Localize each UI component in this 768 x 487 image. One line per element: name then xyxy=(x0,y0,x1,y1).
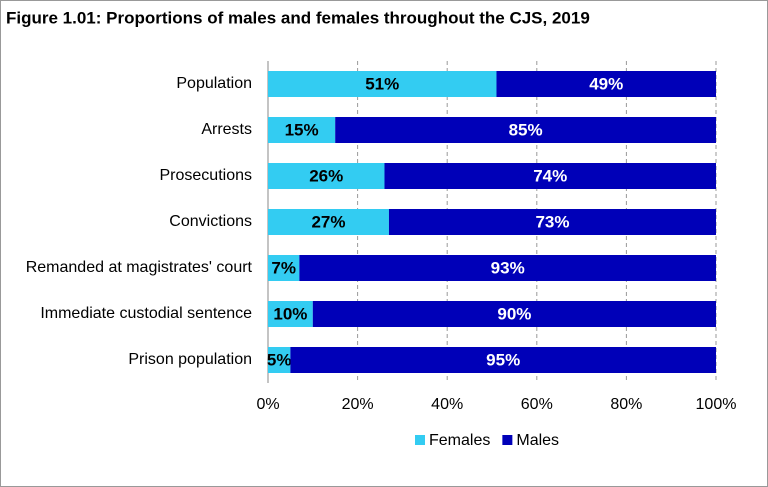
legend-swatch xyxy=(415,435,425,445)
y-tick-label: Arrests xyxy=(201,121,252,138)
bar-segment xyxy=(388,209,716,235)
chart-title: Figure 1.01: Proportions of males and fe… xyxy=(6,8,590,27)
value-label: 85% xyxy=(509,120,543,139)
y-tick-label: Remanded at magistrates' court xyxy=(26,259,253,276)
x-tick-label: 80% xyxy=(610,396,642,413)
value-label: 15% xyxy=(285,120,319,139)
value-label: 74% xyxy=(533,166,567,185)
x-tick-label: 20% xyxy=(342,396,374,413)
bar-segment xyxy=(268,255,300,281)
bar-segment xyxy=(268,71,497,97)
y-tick-label: Convictions xyxy=(169,213,252,230)
value-label: 49% xyxy=(589,74,623,93)
bar-segment xyxy=(268,209,389,235)
value-label: 95% xyxy=(486,350,520,369)
bar-segment xyxy=(496,71,716,97)
value-label: 73% xyxy=(535,212,569,231)
x-tick-label: 40% xyxy=(431,396,463,413)
bar-segment xyxy=(335,117,716,143)
bar-segment xyxy=(312,301,716,327)
value-label: 26% xyxy=(309,166,343,185)
value-label: 7% xyxy=(271,258,296,277)
bar-segment xyxy=(384,163,716,189)
x-tick-label: 0% xyxy=(256,396,279,413)
legend-label: Males xyxy=(516,432,559,449)
value-label: 93% xyxy=(491,258,525,277)
y-tick-label: Prosecutions xyxy=(160,167,253,184)
bar-segment xyxy=(268,347,291,373)
bar-segment xyxy=(268,301,313,327)
y-tick-label: Population xyxy=(176,75,252,92)
value-label: 27% xyxy=(311,212,345,231)
value-label: 5% xyxy=(267,350,292,369)
y-tick-label: Immediate custodial sentence xyxy=(40,305,252,322)
value-label: 51% xyxy=(365,74,399,93)
bar-segment xyxy=(290,347,716,373)
y-tick-label: Prison population xyxy=(128,351,252,368)
x-tick-label: 100% xyxy=(696,396,737,413)
legend-swatch xyxy=(502,435,513,445)
value-label: 90% xyxy=(497,304,531,323)
x-tick-label: 60% xyxy=(521,396,553,413)
bar-segment xyxy=(268,117,336,143)
bar-segment xyxy=(268,163,385,189)
value-label: 10% xyxy=(273,304,307,323)
bar-segment xyxy=(299,255,716,281)
legend-label: Females xyxy=(429,432,490,449)
